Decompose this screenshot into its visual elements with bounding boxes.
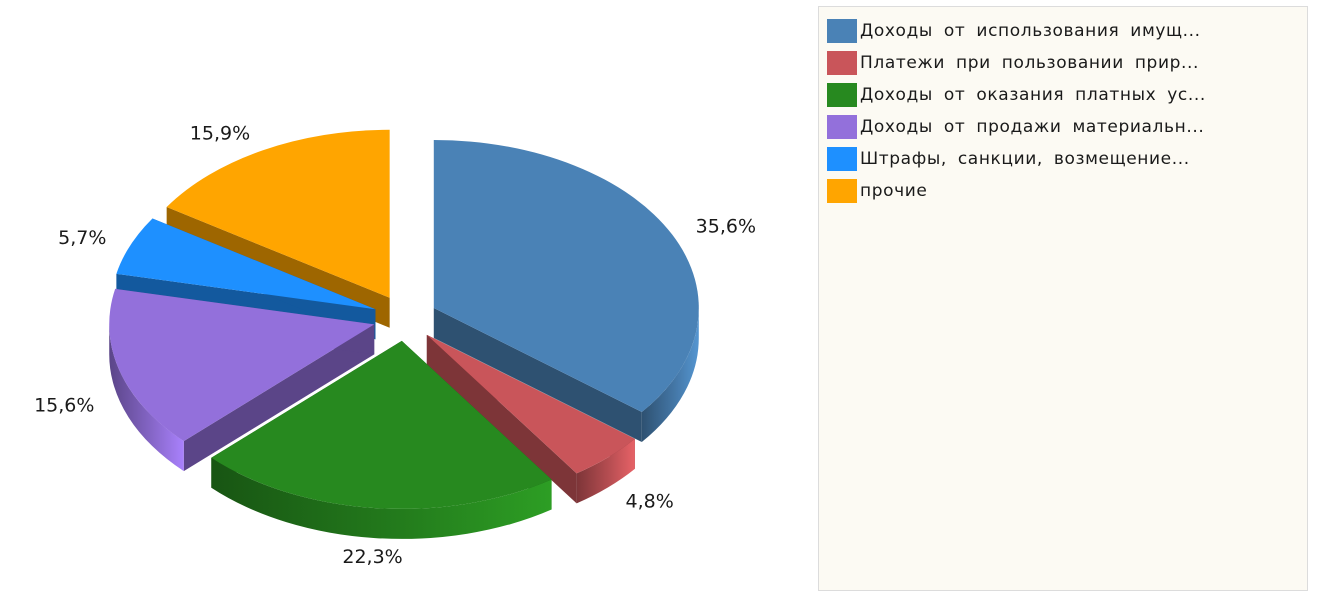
pie-slice [109,288,375,472]
legend-swatch [827,50,857,75]
pie-slice-outer-wall [211,457,552,539]
chart-legend: Доходы от использования имущ... Платежи п… [818,6,1308,591]
pie-slice-top [211,340,552,509]
pie-slice-outer-wall [641,307,699,443]
pie-slice-top [116,218,376,310]
slice-value-label: 35,6% [696,215,756,237]
pie-slice [211,340,552,539]
legend-label: Доходы от использования имущ... [860,20,1201,41]
legend-label: Доходы от продажи материальн... [860,116,1205,137]
pie-slice-side-wall [183,324,375,472]
pie-slice [433,139,699,443]
legend-swatch [827,18,857,43]
legend-item: Доходы от оказания платных ус... [827,81,1307,108]
pie-chart: 35,6% 4,8% 22,3% 15,6% 5,7% 15,9% [34,123,756,568]
pie-slice-top [433,139,699,413]
legend-swatch [827,114,857,139]
legend-label: Доходы от оказания платных ус... [860,84,1206,105]
slice-value-label: 22,3% [342,546,402,568]
pie-slice-top [166,129,390,298]
pie-slice [426,334,635,504]
legend-swatch [827,82,857,107]
slice-value-label: 4,8% [626,490,674,512]
slice-value-label: 5,7% [58,227,106,249]
legend-label: Штрафы, санкции, возмещение... [860,148,1190,169]
pie-slice-top [109,288,375,442]
legend-item: Доходы от продажи материальн... [827,113,1307,140]
legend-item: Штрафы, санкции, возмещение... [827,145,1307,172]
pie-chart-svg: 35,6% 4,8% 22,3% 15,6% 5,7% 15,9% [34,123,756,568]
pie-slice-outer-wall [109,324,184,472]
slice-value-label: 15,6% [34,395,94,417]
legend-item: прочие [827,177,1307,204]
pie-slice-outer-wall [576,438,635,504]
pie-slice-top [426,334,635,474]
legend-swatch [827,146,857,171]
legend-item: Доходы от использования имущ... [827,17,1307,44]
legend-swatch [827,178,857,203]
legend-label: Платежи при пользовании прир... [860,52,1200,73]
pie-slice-side-wall [433,307,642,443]
legend-label: прочие [860,180,928,201]
pie-slice-side-wall [426,334,577,504]
legend-item: Платежи при пользовании прир... [827,49,1307,76]
slice-value-label: 15,9% [190,123,250,145]
